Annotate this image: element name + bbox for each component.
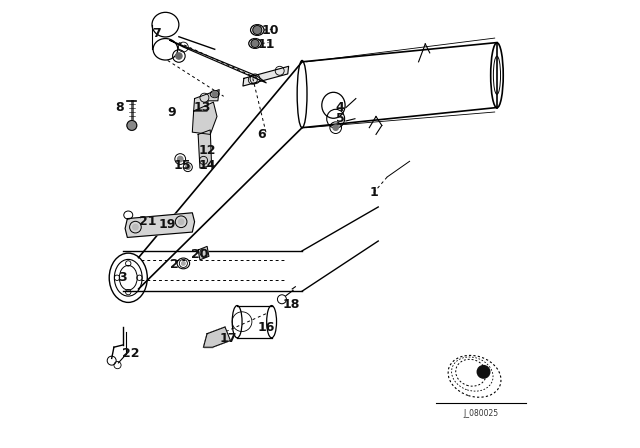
Text: 7: 7: [152, 27, 161, 40]
Text: 4: 4: [336, 101, 344, 114]
Circle shape: [132, 224, 138, 230]
Text: 2: 2: [170, 258, 179, 271]
Text: 15: 15: [173, 159, 191, 172]
Circle shape: [251, 39, 259, 47]
Text: 12: 12: [198, 143, 216, 157]
Polygon shape: [204, 327, 230, 347]
Circle shape: [253, 26, 262, 34]
Text: J_080025: J_080025: [464, 409, 499, 418]
Text: 14: 14: [198, 159, 216, 172]
Text: 3: 3: [118, 271, 127, 284]
Circle shape: [179, 219, 184, 224]
Text: 20: 20: [191, 248, 209, 261]
Text: 22: 22: [122, 347, 140, 361]
Polygon shape: [192, 102, 217, 134]
Polygon shape: [198, 246, 209, 260]
Text: 1: 1: [369, 186, 378, 199]
Polygon shape: [198, 130, 212, 168]
Text: 10: 10: [261, 24, 278, 37]
Circle shape: [212, 91, 218, 97]
Text: 19: 19: [158, 217, 175, 231]
Circle shape: [186, 165, 190, 169]
Circle shape: [182, 262, 185, 265]
Polygon shape: [170, 40, 266, 83]
Circle shape: [477, 366, 490, 378]
Text: 9: 9: [168, 105, 177, 119]
Polygon shape: [243, 66, 289, 86]
Text: 5: 5: [336, 112, 344, 125]
Text: 16: 16: [257, 320, 275, 334]
Text: 11: 11: [257, 38, 275, 52]
Circle shape: [177, 156, 183, 162]
Text: 17: 17: [220, 332, 237, 345]
Circle shape: [176, 53, 182, 59]
Circle shape: [333, 125, 339, 130]
Text: 21: 21: [139, 215, 156, 228]
Polygon shape: [194, 90, 220, 111]
Text: 6: 6: [257, 128, 266, 141]
Circle shape: [127, 121, 137, 130]
Polygon shape: [125, 213, 195, 237]
Text: 13: 13: [194, 101, 211, 114]
Text: 18: 18: [282, 298, 300, 311]
Text: 8: 8: [115, 101, 124, 114]
